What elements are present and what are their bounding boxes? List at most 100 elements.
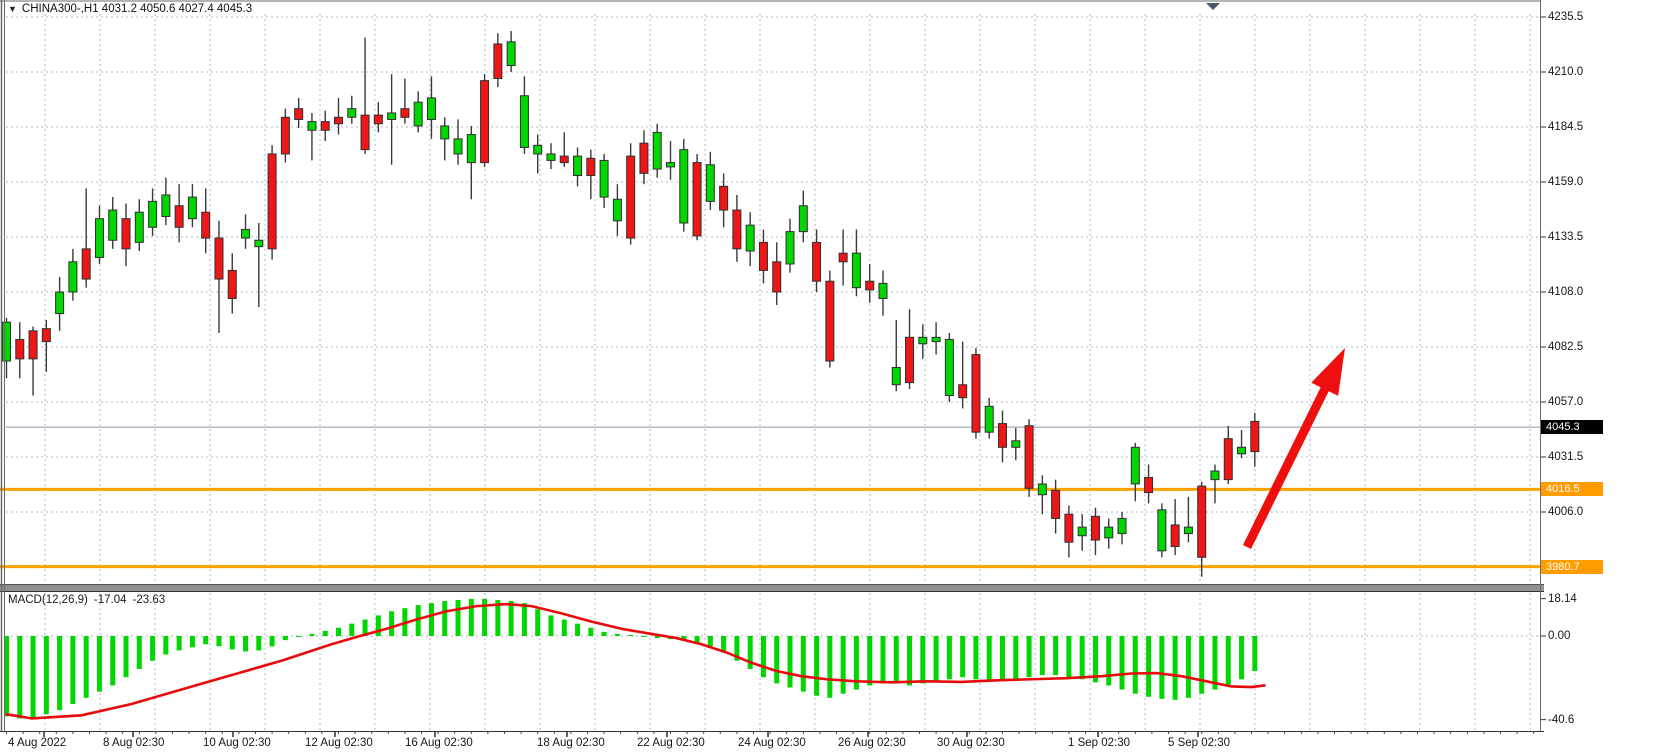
macd-histogram-bar xyxy=(548,615,554,636)
macd-histogram-bar xyxy=(482,598,488,636)
macd-histogram-bar xyxy=(1172,636,1178,700)
macd-histogram-bar xyxy=(614,633,620,636)
candle-body xyxy=(1011,440,1021,448)
macd-histogram-bar xyxy=(575,623,581,636)
candle-body xyxy=(254,239,264,248)
candle-body xyxy=(15,338,25,360)
candle-body xyxy=(639,142,649,174)
candle-body xyxy=(1157,509,1167,552)
candle-body xyxy=(506,41,516,67)
macd-histogram-bar xyxy=(508,600,514,636)
macd-histogram-bar xyxy=(1185,636,1191,698)
macd-histogram-bar xyxy=(867,636,873,686)
macd-histogram-bar xyxy=(309,633,315,636)
candle-body xyxy=(825,280,835,362)
trend-arrow-shaft xyxy=(1242,381,1332,549)
macd-histogram-bar xyxy=(641,636,647,638)
candle-body xyxy=(280,116,290,155)
macd-histogram-bar xyxy=(282,636,288,641)
macd-histogram-bar xyxy=(827,636,833,698)
candle-body xyxy=(493,43,503,79)
candle-body xyxy=(201,211,211,239)
candle-body xyxy=(1024,425,1034,489)
candle-body xyxy=(586,157,596,177)
candle-body xyxy=(1170,524,1180,548)
candle-body xyxy=(1250,420,1260,453)
candle-body xyxy=(1051,489,1061,519)
candle-body xyxy=(758,241,768,271)
candle-body xyxy=(984,405,994,433)
quote-header: ▼ CHINA300-,H1 4031.2 4050.6 4027.4 4045… xyxy=(8,3,252,15)
candle-body xyxy=(971,354,981,433)
candle-body xyxy=(573,155,583,177)
candle-body xyxy=(612,198,622,222)
chart-shift-marker-icon[interactable] xyxy=(1206,3,1220,10)
panel-divider[interactable] xyxy=(0,585,1544,591)
macd-histogram-bar xyxy=(296,636,302,638)
macd-histogram-bar xyxy=(136,636,142,669)
candle-body xyxy=(440,125,450,140)
candle-body xyxy=(998,423,1007,448)
macd-histogram-bar xyxy=(1053,636,1059,676)
macd-histogram-bar xyxy=(256,636,262,651)
macd-histogram-bar xyxy=(1079,636,1085,680)
candle-body xyxy=(1197,485,1207,558)
candle-body xyxy=(931,336,941,343)
candle-body xyxy=(214,237,224,280)
macd-histogram-bar xyxy=(96,636,102,692)
candle-body xyxy=(559,155,569,164)
candle-body xyxy=(1223,438,1233,481)
macd-histogram-bar xyxy=(946,636,952,680)
candle-body xyxy=(705,164,715,202)
macd-histogram-bar xyxy=(1212,636,1218,690)
macd-histogram-bar xyxy=(721,636,727,653)
candle-body xyxy=(1183,526,1193,535)
macd-histogram-bar xyxy=(973,636,979,680)
candle-body xyxy=(187,196,197,220)
macd-histogram-bar xyxy=(1092,636,1098,683)
macd-histogram-bar xyxy=(1000,636,1005,682)
candle-body xyxy=(320,121,330,131)
candle-body xyxy=(2,321,11,362)
macd-histogram-bar xyxy=(1146,636,1152,697)
candle-body xyxy=(851,252,861,289)
symbol-dropdown-icon[interactable]: ▼ xyxy=(8,3,17,14)
macd-histogram-bar xyxy=(1159,636,1165,699)
macd-histogram-bar xyxy=(349,623,355,636)
candle-body xyxy=(732,209,742,250)
candle-body xyxy=(55,291,65,315)
macd-histogram-bar xyxy=(681,636,687,641)
candle-body xyxy=(161,194,171,218)
macd-histogram-bar xyxy=(1013,636,1019,680)
candle-body xyxy=(174,205,184,228)
candle-body xyxy=(373,114,383,125)
macd-histogram-bar xyxy=(1106,636,1112,686)
macd-histogram-bar xyxy=(163,636,169,655)
candle-body xyxy=(865,280,875,291)
macd-histogram-bar xyxy=(428,603,434,636)
macd-histogram-bar xyxy=(203,636,209,645)
quote-text: CHINA300-,H1 4031.2 4050.6 4027.4 4045.3 xyxy=(21,3,253,15)
candle-body xyxy=(347,108,357,118)
candle-body xyxy=(838,252,848,263)
macd-histogram-bar xyxy=(1252,636,1258,672)
candle-body xyxy=(81,248,91,280)
macd-histogram-bar xyxy=(189,636,195,648)
macd-name: MACD(12,26,9) xyxy=(8,594,88,606)
macd-signal-value: -23.63 xyxy=(132,594,166,606)
macd-main-value: -17.04 xyxy=(93,594,127,606)
macd-histogram-bar xyxy=(535,609,541,636)
candle-body xyxy=(533,144,543,155)
candle-body xyxy=(891,366,901,386)
candle-body xyxy=(1064,513,1074,543)
candle-body xyxy=(1090,515,1100,541)
macd-histogram-bar xyxy=(495,599,501,636)
candle-body xyxy=(1144,476,1154,494)
macd-histogram-bar xyxy=(415,605,421,636)
macd-histogram-bar xyxy=(455,599,461,636)
macd-histogram-bar xyxy=(389,611,395,636)
candle-body xyxy=(307,121,317,131)
macd-histogram-bar xyxy=(123,636,129,678)
